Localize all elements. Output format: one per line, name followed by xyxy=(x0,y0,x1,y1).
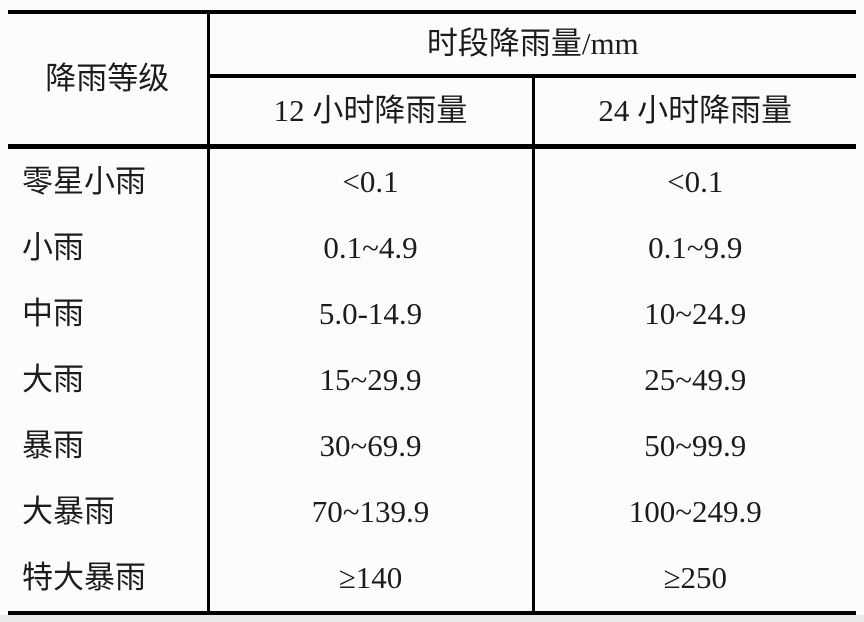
column-header-12h-rainfall: 12 小时降雨量 xyxy=(208,76,535,149)
value-12h: 30~69.9 xyxy=(208,413,535,479)
table-row: 暴雨 30~69.9 50~99.9 xyxy=(8,413,856,479)
page-bottom-edge xyxy=(0,615,864,622)
value-12h: 15~29.9 xyxy=(208,347,535,413)
value-24h: 50~99.9 xyxy=(644,427,747,463)
table-row: 零星小雨 <0.1 <0.1 xyxy=(8,146,856,215)
table-row: 大暴雨 70~139.9 100~249.9 xyxy=(8,479,856,545)
header-row-group: 降雨等级 时段降雨量/mm xyxy=(8,12,856,149)
rain-level-label: 中雨 xyxy=(8,281,210,347)
value-12h: 70~139.9 xyxy=(208,479,535,545)
table-row: 特大暴雨 ≥140 ≥250 xyxy=(8,545,856,614)
header-row-sub: 12 小时降雨量 24 小时降雨量 xyxy=(8,76,856,149)
value-12h: <0.1 xyxy=(208,146,535,215)
value-12h: ≥140 xyxy=(208,545,535,614)
rain-level-label: 零星小雨 xyxy=(8,146,210,215)
value-24h: 25~49.9 xyxy=(644,361,747,397)
value-12h: 5.0-14.9 xyxy=(208,281,535,347)
column-header-24h-rainfall: 24 小时降雨量 xyxy=(533,76,856,149)
rain-level-label: 暴雨 xyxy=(8,413,210,479)
value-12h: 0.1~4.9 xyxy=(208,215,535,281)
value-24h: 10~24.9 xyxy=(644,295,747,331)
rain-level-label: 大雨 xyxy=(8,347,210,413)
rainfall-classification-table: 降雨等级 时段降雨量/mm 12 小时降雨量 24 小时降雨量 零星小雨 <0.… xyxy=(8,10,856,616)
table-row: 大雨 15~29.9 25~49.9 xyxy=(8,347,856,413)
column-group-header-period-rainfall: 时段降雨量/mm xyxy=(208,12,856,78)
value-24h: 0.1~9.9 xyxy=(648,229,743,265)
value-24h: <0.1 xyxy=(667,163,724,199)
value-24h: 100~249.9 xyxy=(628,493,762,529)
column-header-rain-level: 降雨等级 xyxy=(8,12,210,149)
table-row: 中雨 5.0-14.9 10~24.9 xyxy=(8,281,856,347)
rain-level-label: 大暴雨 xyxy=(8,479,210,545)
value-24h: ≥250 xyxy=(663,559,727,595)
rain-level-label: 特大暴雨 xyxy=(8,545,210,614)
table-row: 小雨 0.1~4.9 0.1~9.9 xyxy=(8,215,856,281)
rain-level-label: 小雨 xyxy=(8,215,210,281)
